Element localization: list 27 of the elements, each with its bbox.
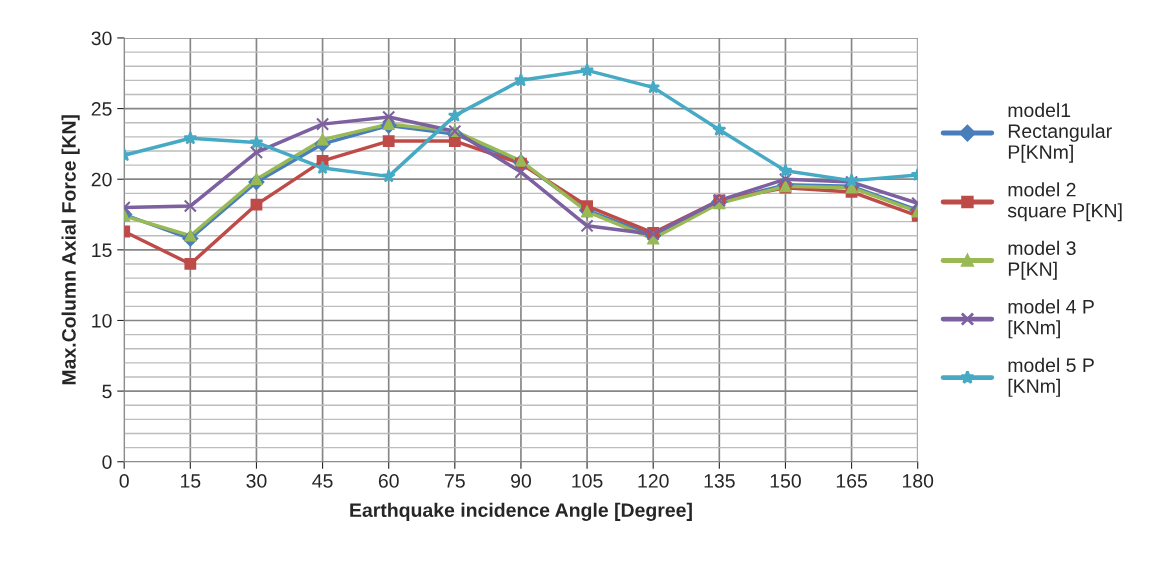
y-tick-label: 20 bbox=[91, 172, 112, 187]
legend-label: model 3 P[KN] bbox=[1008, 240, 1076, 280]
x-axis-title: Earthquake incidence Angle [Degree] bbox=[350, 502, 692, 521]
x-tick-label: 75 bbox=[445, 474, 465, 488]
x-tick-label: 105 bbox=[572, 474, 603, 488]
y-tick-label: 10 bbox=[92, 313, 112, 328]
legend-label: model 4 P [KNm] bbox=[1008, 299, 1094, 339]
y-tick-label: 30 bbox=[91, 31, 112, 46]
x-tick-label: 150 bbox=[770, 474, 801, 488]
x-tick-label: 15 bbox=[180, 474, 201, 488]
x-tick-label: 0 bbox=[119, 474, 129, 488]
legend-label: model 2 square P[KN] bbox=[1007, 182, 1122, 222]
x-tick-label: 90 bbox=[511, 474, 531, 488]
x-tick-label: 135 bbox=[704, 474, 735, 488]
x-tick-label: 165 bbox=[836, 474, 867, 488]
x-tick-label: 120 bbox=[638, 474, 669, 488]
y-axis-title: Max.Column Axial Force [KN] bbox=[61, 115, 80, 385]
y-tick-label: 15 bbox=[92, 243, 112, 258]
legend-label: model1 Rectangular P[KNm] bbox=[1008, 102, 1112, 163]
x-tick-label: 30 bbox=[246, 474, 267, 488]
y-tick-label: 0 bbox=[102, 455, 112, 469]
x-tick-label: 45 bbox=[312, 474, 333, 488]
y-tick-label: 25 bbox=[91, 102, 112, 116]
y-tick-label: 5 bbox=[102, 384, 112, 399]
x-tick-label: 60 bbox=[378, 474, 399, 488]
legend-label: model 5 P [KNm] bbox=[1008, 357, 1094, 397]
x-tick-label: 180 bbox=[902, 474, 934, 488]
